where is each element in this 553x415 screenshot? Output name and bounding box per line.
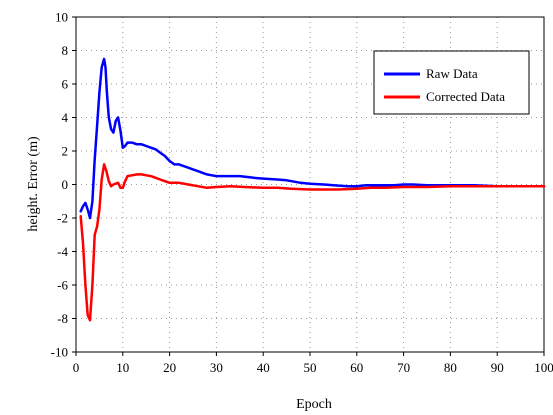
y-tick-label: -8 [57, 311, 68, 326]
y-tick-label: -4 [57, 244, 68, 259]
x-tick-label: 70 [397, 360, 410, 375]
series-line-corrected-data [79, 163, 546, 322]
legend-box [373, 50, 530, 115]
series-lines [79, 57, 546, 322]
y-tick-label: -6 [57, 278, 68, 293]
x-tick-label: 90 [491, 360, 504, 375]
x-tick-label: 80 [444, 360, 457, 375]
y-tick-label: 8 [62, 43, 69, 58]
x-tick-label: 50 [304, 360, 317, 375]
legend: Raw Data Corrected Data [373, 50, 530, 115]
y-tick-label: 6 [62, 77, 69, 92]
y-tick-label: 4 [62, 110, 69, 125]
y-tick-label: 0 [62, 177, 69, 192]
x-tick-label: 30 [210, 360, 223, 375]
y-tick-label: -10 [51, 345, 68, 360]
y-tick-label: -2 [57, 211, 68, 226]
y-tick-label: 10 [55, 10, 68, 25]
y-tick-label: 2 [62, 144, 69, 159]
y-axis-title: height. Error (m) [26, 136, 41, 232]
x-tick-label: 0 [73, 360, 80, 375]
x-axis-title: Epoch [296, 397, 332, 412]
x-tick-label: 40 [257, 360, 270, 375]
x-tick-label: 60 [350, 360, 363, 375]
x-tick-label: 100 [534, 360, 553, 375]
x-tick-label: 20 [163, 360, 176, 375]
series-line-raw-data [79, 57, 546, 220]
legend-label-corrected-data: Corrected Data [426, 89, 505, 104]
legend-label-raw-data: Raw Data [426, 66, 478, 81]
x-tick-label: 10 [116, 360, 129, 375]
